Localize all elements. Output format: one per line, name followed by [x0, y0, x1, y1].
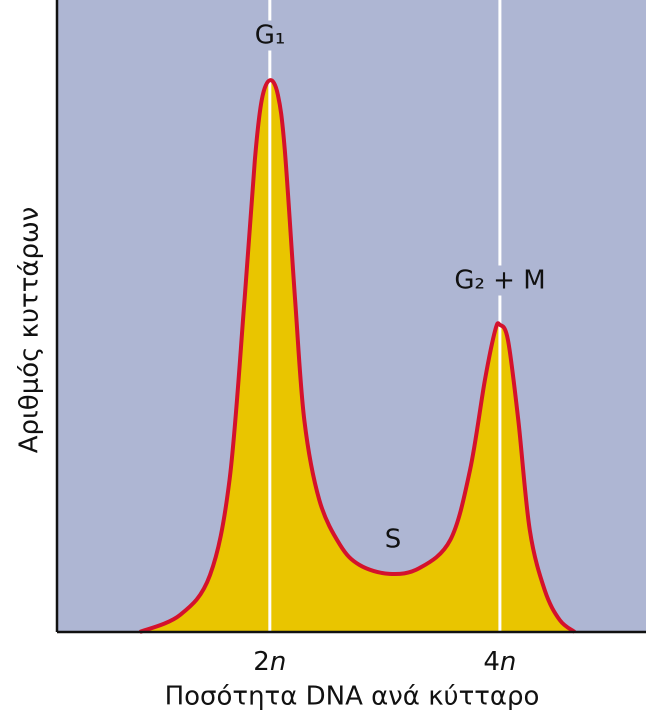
annotation: S: [385, 525, 402, 555]
x-tick-label: 4n: [483, 647, 516, 677]
area-line: [139, 78, 576, 634]
annotation-background: [451, 265, 549, 296]
plot-background: [57, 0, 646, 632]
annotation: G₂ + M: [454, 266, 545, 296]
annotation-background: [251, 20, 289, 51]
x-axis-title: Ποσότητα DNA ανά κύτταρο: [165, 682, 540, 712]
y-axis-title: Αριθμός κυττάρων: [15, 207, 45, 454]
annotation: G₁: [255, 21, 286, 51]
x-tick-label: 2n: [253, 647, 286, 677]
